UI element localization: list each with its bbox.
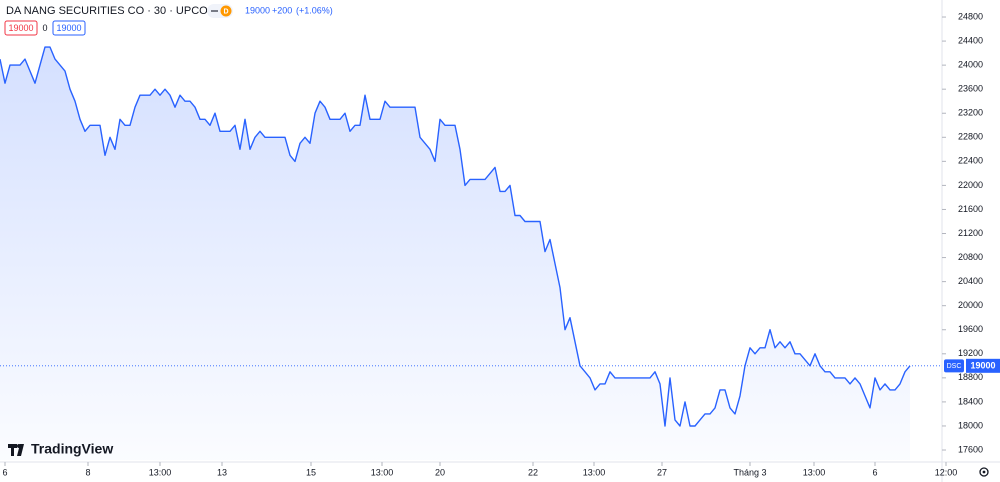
y-tick-label: 19200 (958, 348, 983, 358)
spread: 0 (42, 23, 47, 33)
y-tick-label: 20400 (958, 276, 983, 286)
bid: 19000 (8, 23, 33, 33)
y-tick-label: 18000 (958, 420, 983, 430)
x-tick-label: 13:00 (371, 467, 394, 477)
plot: 17600 18000 18400 18800 19200 19600 20000 20400… (0, 11, 1000, 477)
x-tick-label: 22 (528, 467, 538, 477)
y-tick-label: 18800 (958, 372, 983, 382)
y-tick-label: 20800 (958, 252, 983, 262)
x-tick-label: 8 (85, 467, 90, 477)
symbol-tag-bg (944, 359, 964, 373)
bid-box[interactable] (4, 20, 38, 36)
brand: TradingView (31, 441, 113, 457)
y-tick-label: 23600 (958, 84, 983, 94)
change-pct: (+1.06%) (296, 5, 333, 15)
badge-dot (220, 5, 232, 17)
x-tick-label: 27 (657, 467, 667, 477)
ask-box[interactable] (52, 20, 86, 36)
y-tick-label: 24800 (958, 11, 983, 21)
logo-dot (17, 444, 21, 448)
gear-hub (982, 470, 986, 474)
y-tick-label: 17600 (958, 444, 983, 454)
x-tick-label: 13:00 (583, 467, 606, 477)
y-tick-label: 24000 (958, 60, 983, 70)
x-tick-label: 12:00 (935, 467, 958, 477)
badge-dash (211, 10, 218, 12)
x-tick-label: 13:00 (803, 467, 826, 477)
last-price-tag-bg (966, 358, 1000, 373)
y-tick-label: 22400 (958, 156, 983, 166)
y-tick-label: 22000 (958, 180, 983, 190)
settings-gear[interactable] (979, 467, 989, 477)
y-tick-label: 20000 (958, 300, 983, 310)
last-price-tag: 19000 (970, 361, 995, 371)
x-tick-label: Tháng 3 (733, 467, 766, 477)
x-tick-label: 13:00 (149, 467, 172, 477)
overlay: DA NANG SECURITIES CO · 30 · UPCOM D 190… (4, 4, 989, 477)
area (0, 47, 910, 460)
gear-ring (979, 467, 989, 477)
y-tick-label: 21200 (958, 228, 983, 238)
brand-logo (8, 444, 24, 456)
badge: D (223, 8, 228, 15)
y-tick-label: 21600 (958, 204, 983, 214)
x-tick-label: 6 (2, 467, 7, 477)
y-tick-label: 22800 (958, 132, 983, 142)
x-tick-label: 6 (872, 467, 877, 477)
symbol-tag: DSC (947, 363, 962, 370)
last-price-header: 19000 (245, 5, 270, 15)
change: +200 (272, 5, 292, 15)
chart-title: DA NANG SECURITIES CO · 30 · UPCOM (6, 5, 217, 17)
y-tick-label: 24400 (958, 35, 983, 45)
y-tick-label: 18400 (958, 396, 983, 406)
ask: 19000 (56, 23, 81, 33)
x-tick-label: 13 (217, 467, 227, 477)
x-tick-label: 20 (435, 467, 445, 477)
y-tick-label: 23200 (958, 108, 983, 118)
y-tick-label: 19600 (958, 324, 983, 334)
x-tick-label: 15 (306, 467, 316, 477)
price-line (0, 46, 911, 427)
